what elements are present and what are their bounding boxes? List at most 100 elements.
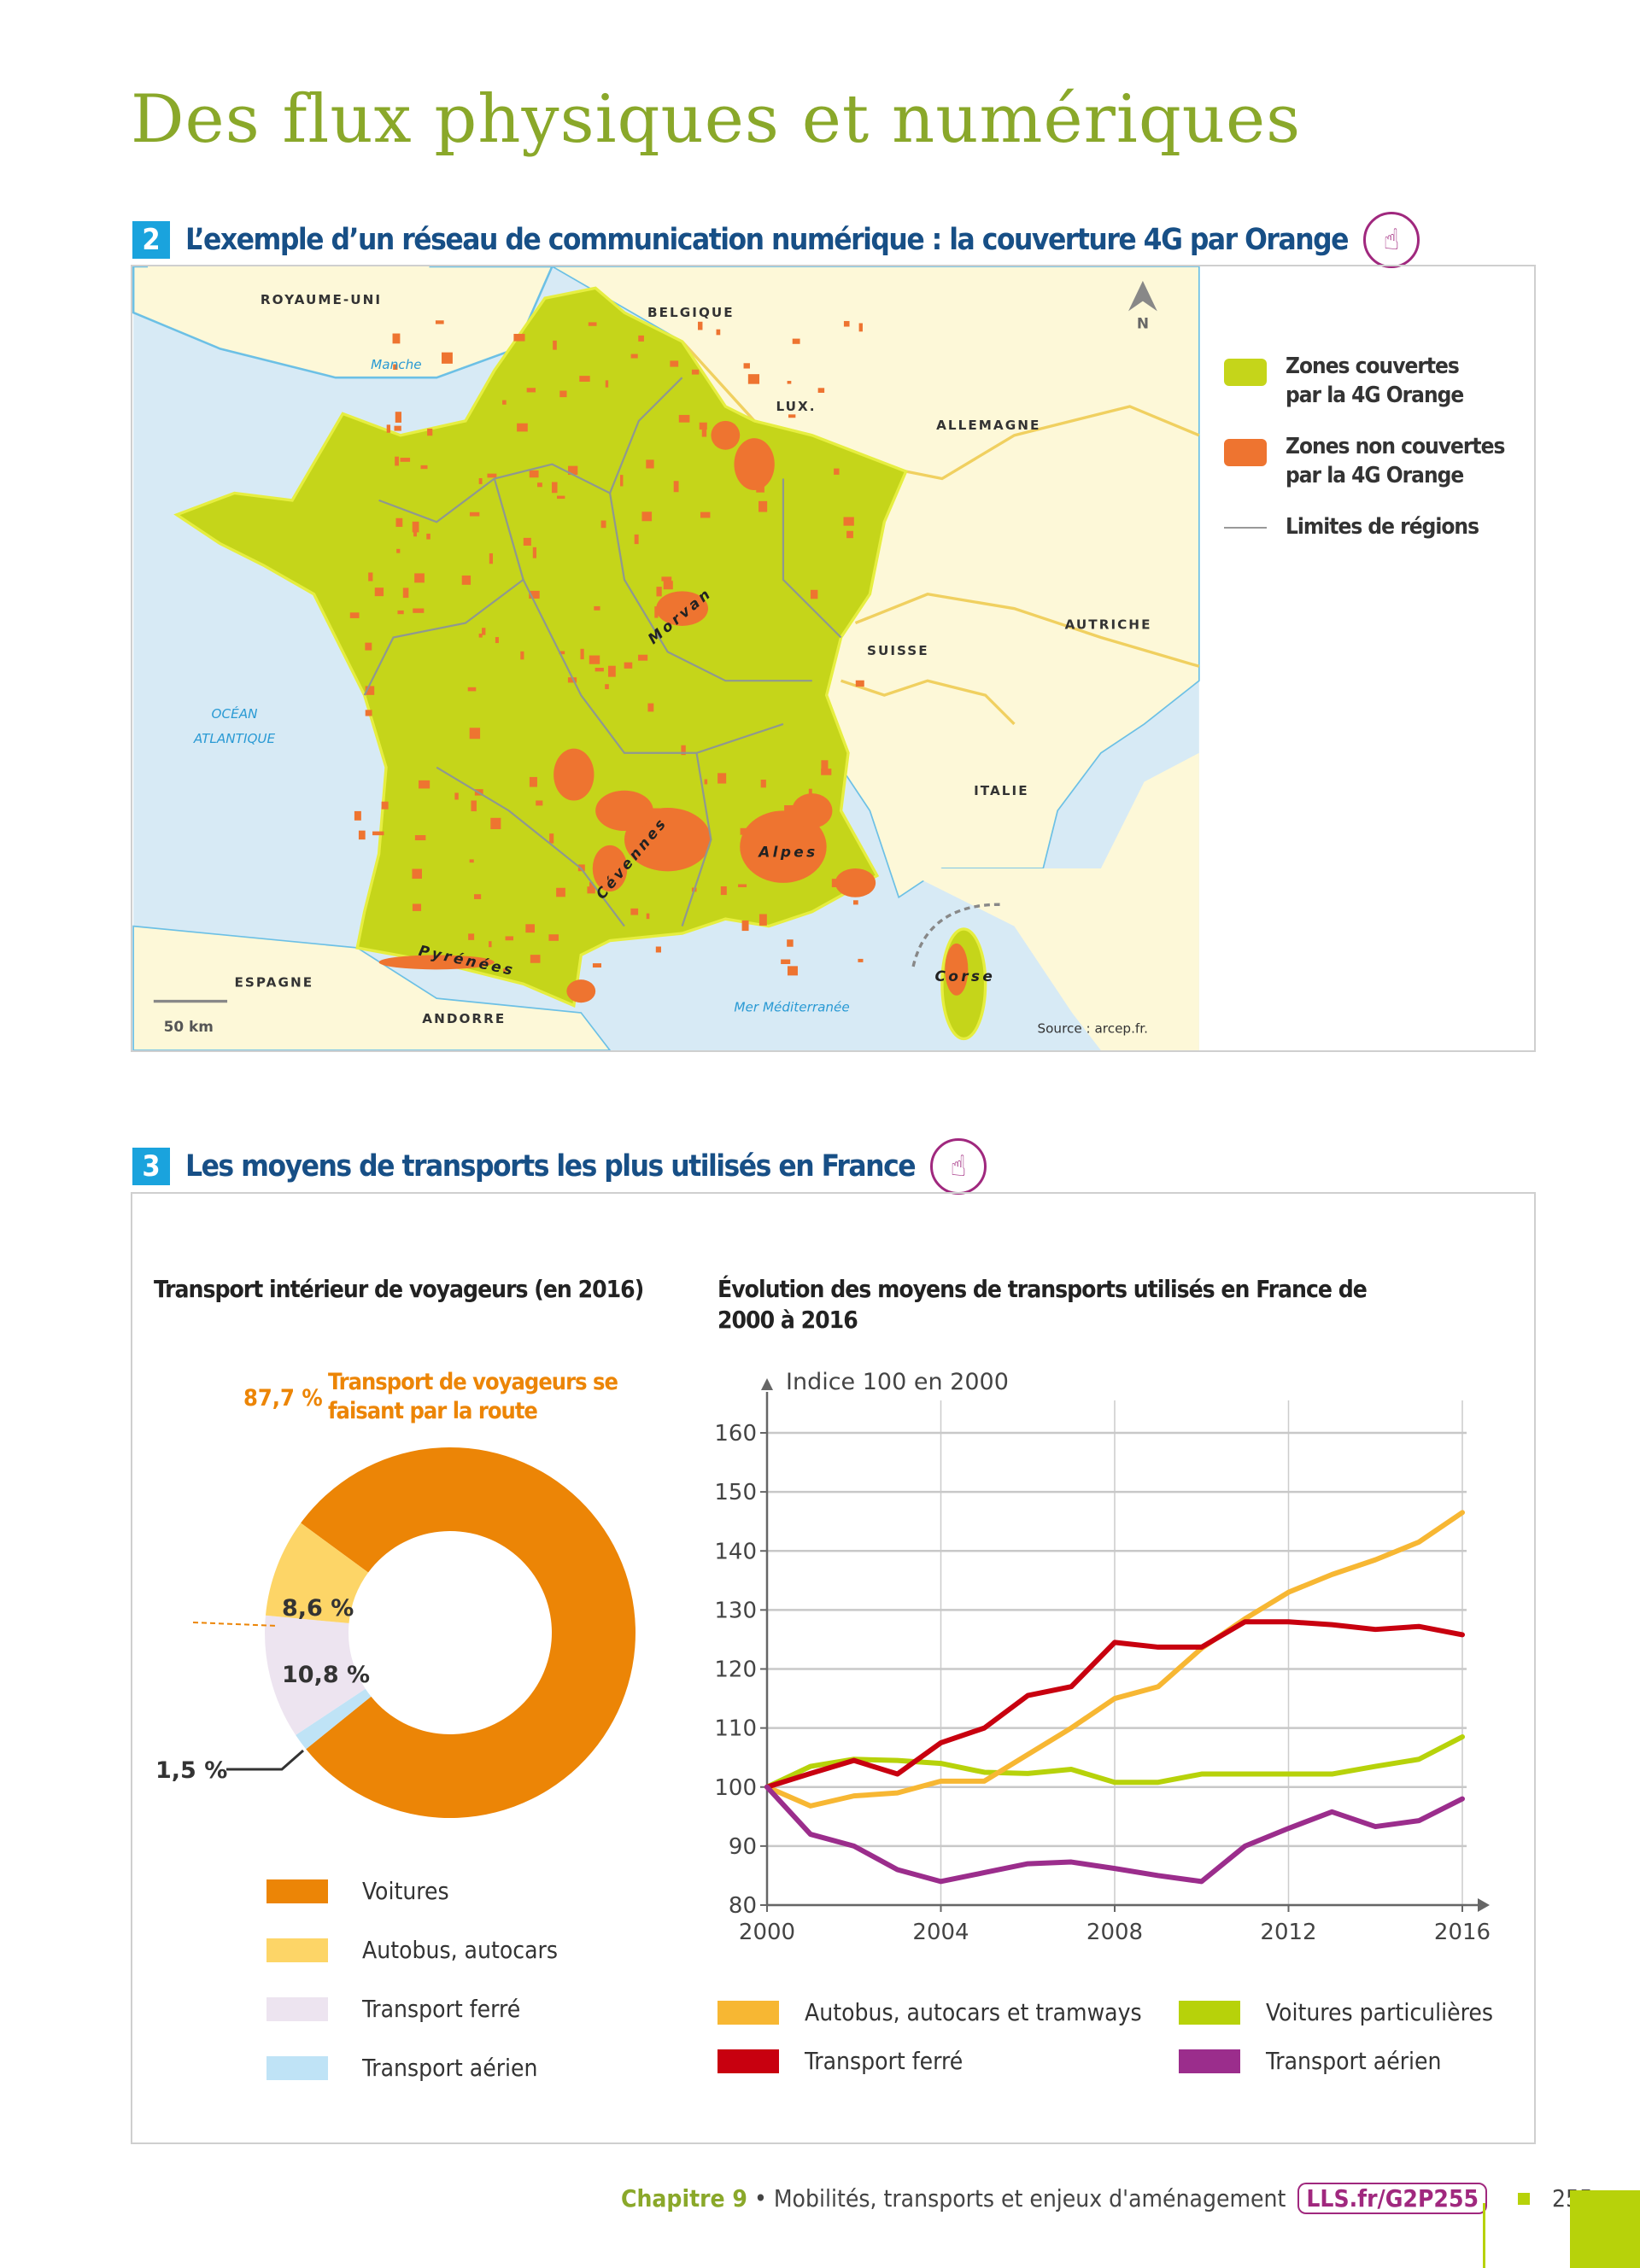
uncovered-zone <box>441 352 453 364</box>
line-chart: 80 90 100 110 120 130 140 150 160 2000 2004 2008 201… <box>714 1369 1491 1945</box>
uncovered-zone <box>624 662 633 669</box>
legend-swatch <box>266 1938 328 1962</box>
x-tick-label: 2012 <box>1260 1920 1316 1945</box>
uncovered-zone <box>414 835 426 841</box>
y-tick-label: 110 <box>714 1716 757 1742</box>
footer-rule <box>1483 2203 1485 2268</box>
y-axis-label: Indice 100 en 2000 <box>786 1369 1009 1395</box>
y-tick-label: 140 <box>714 1539 757 1564</box>
legend-not-covered: Zones non couvertes par la 4G Orange <box>1224 432 1508 490</box>
pie-legend-item: Voitures <box>266 1877 558 1905</box>
uncovered-zone <box>646 459 654 469</box>
uncovered-zone <box>529 590 540 599</box>
legend-swatch <box>1224 359 1267 386</box>
uncovered-zone <box>566 979 596 1003</box>
label-suisse: SUISSE <box>867 643 929 658</box>
uncovered-zone <box>831 879 841 887</box>
legend-swatch <box>718 2000 779 2025</box>
x-axis-arrow-icon <box>1478 1898 1490 1912</box>
map-source: Source : arcep.fr. <box>1037 1021 1147 1037</box>
uncovered-zone <box>792 338 800 344</box>
uncovered-zone <box>620 475 624 487</box>
uncovered-zone <box>704 779 708 785</box>
uncovered-zone <box>482 628 486 635</box>
uncovered-zone <box>412 521 419 533</box>
uncovered-zone <box>740 810 827 883</box>
uncovered-zone <box>638 654 648 661</box>
uncovered-zone <box>537 482 542 488</box>
label-atlantique: ATLANTIQUE <box>193 731 276 746</box>
uncovered-zone <box>701 429 707 437</box>
north-arrow-icon <box>1128 280 1157 312</box>
uncovered-zone <box>594 668 604 672</box>
uncovered-zone <box>354 810 361 821</box>
uncovered-zone <box>393 364 398 371</box>
uncovered-zone <box>592 963 601 968</box>
uncovered-zone <box>419 780 430 789</box>
uncovered-zone <box>579 376 590 383</box>
pie-legend-item: Transport ferré <box>266 1995 558 2023</box>
pie-legend-item: Transport aérien <box>266 2054 558 2082</box>
uncovered-zone <box>843 517 854 526</box>
uncovered-zone <box>700 511 711 518</box>
footer-link[interactable]: LLS.fr/G2P255 <box>1297 2183 1487 2214</box>
uncovered-zone <box>438 960 446 966</box>
uncovered-zone <box>743 363 750 369</box>
uncovered-zone <box>395 412 401 423</box>
series-line-autobus-autocars-et-tramways <box>764 1510 1465 1809</box>
y-axis-arrow-icon <box>761 1378 773 1390</box>
uncovered-zone <box>487 473 497 478</box>
legend-swatch <box>1179 2000 1240 2025</box>
uncovered-zone <box>396 548 401 553</box>
y-tick-label: 120 <box>714 1657 757 1683</box>
pie-title: Transport intérieur de voyageurs (en 201… <box>154 1275 644 1303</box>
label-autriche: AUTRICHE <box>1065 617 1152 632</box>
legend-label: Transport aérien <box>362 2054 538 2082</box>
uncovered-zone <box>834 468 840 475</box>
uncovered-zone <box>392 333 401 344</box>
uncovered-zone <box>734 438 775 491</box>
y-tick-label: 100 <box>714 1775 757 1801</box>
uncovered-zone <box>855 680 864 687</box>
uncovered-zone <box>517 423 528 432</box>
uncovered-zone <box>469 728 481 739</box>
uncovered-zone <box>647 703 654 712</box>
uncovered-zone <box>788 414 796 418</box>
label-lux: LUX. <box>776 399 816 414</box>
uncovered-zone <box>787 381 792 384</box>
label-allemagne: ALLEMAGNE <box>936 418 1040 433</box>
uncovered-zone <box>495 637 499 644</box>
uncovered-zone <box>691 369 700 375</box>
pie-slice-transport-a-rien <box>296 1688 372 1750</box>
scale-label: 50 km <box>164 1018 214 1035</box>
line-legend: Autobus, autocars et tramways Voitures pa… <box>718 1998 1520 2075</box>
uncovered-zone <box>365 686 375 695</box>
uncovered-zone <box>568 465 578 476</box>
uncovered-zone <box>663 581 673 590</box>
uncovered-zone <box>559 390 567 398</box>
uncovered-zone <box>386 424 391 433</box>
uncovered-zone <box>556 887 565 897</box>
uncovered-zone <box>461 575 472 585</box>
legend-covered: Zones couvertes par la 4G Orange <box>1224 352 1508 410</box>
y-tick-label: 90 <box>729 1834 757 1860</box>
uncovered-zone <box>810 589 818 599</box>
uncovered-zone <box>843 320 850 327</box>
touch-hand-icon[interactable]: ☝ <box>930 1138 987 1195</box>
map-legend: Zones couvertes par la 4G Orange Zones n… <box>1224 352 1508 541</box>
pie-data-label: 8,6 % <box>282 1595 354 1622</box>
label-espagne: ESPAGNE <box>235 975 314 991</box>
uncovered-zone <box>808 788 812 795</box>
uncovered-zone <box>756 485 764 493</box>
x-tick-label: 2008 <box>1086 1920 1143 1945</box>
uncovered-zone <box>414 573 425 583</box>
uncovered-zone <box>589 655 600 664</box>
legend-label: Transport aérien <box>1266 2047 1442 2075</box>
touch-hand-icon[interactable]: ☝ <box>1363 212 1420 268</box>
uncovered-zone <box>372 831 384 836</box>
footer-separator: • <box>753 2184 767 2212</box>
uncovered-zone <box>605 684 609 690</box>
uncovered-zone <box>469 511 480 517</box>
uncovered-zone <box>718 773 727 784</box>
uncovered-zone <box>821 769 832 775</box>
